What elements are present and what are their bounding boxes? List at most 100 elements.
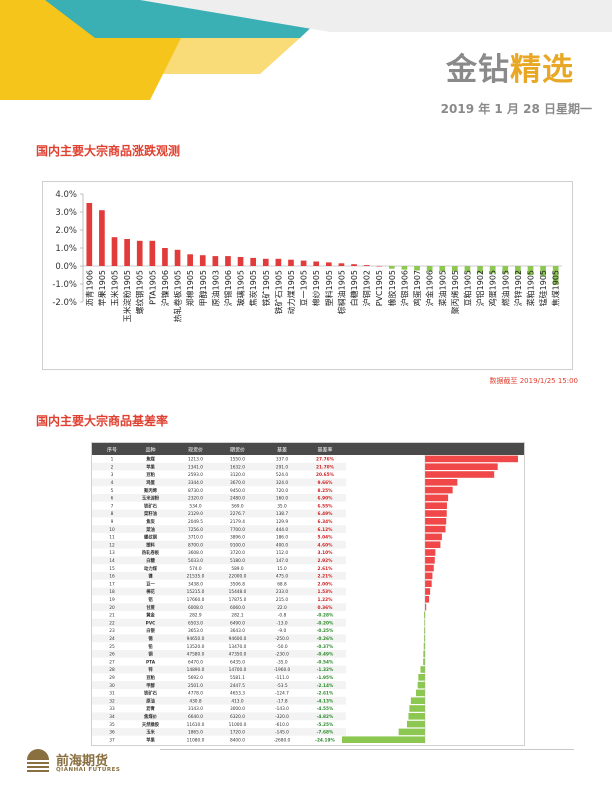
table-cell: 1 — [111, 457, 114, 463]
table-cell: -17.8 — [276, 698, 287, 704]
x-tick-label: 聚丙烯1905 — [450, 270, 460, 314]
table-cell: 147.0 — [276, 558, 289, 564]
table-cell: 3.10% — [318, 550, 334, 556]
table-cell: 282.1 — [231, 613, 244, 619]
basis-bar — [425, 471, 495, 478]
table-cell: 138.7 — [276, 511, 289, 517]
table-cell: 2480.0 — [230, 496, 245, 502]
table-cell: -53.5 — [276, 683, 287, 689]
y-tick-label: -1.0% — [52, 280, 77, 290]
table-cell: 1.53% — [318, 589, 334, 595]
table-cell: 4.60% — [318, 542, 334, 548]
row-bg — [92, 540, 346, 549]
table-cell: 热轧卷板 — [142, 549, 160, 556]
row-bg — [92, 650, 346, 658]
table-cell: -320.0 — [275, 714, 289, 720]
table-cell: 6008.0 — [188, 605, 203, 611]
table-cell: 574.0 — [189, 566, 202, 572]
row-bg — [92, 696, 346, 705]
table-cell: 2.61% — [318, 566, 334, 572]
basis-bar — [425, 557, 435, 564]
x-tick-label: 沪镍1906 — [160, 270, 170, 306]
table-cell: 1720.0 — [230, 730, 245, 736]
bar — [376, 266, 383, 267]
table-cell: 8 — [111, 511, 114, 517]
table-cell: 6490.0 — [230, 620, 245, 626]
table-cell: 215.0 — [276, 597, 289, 603]
table-cell: 2.92% — [318, 558, 334, 564]
table-cell: 9 — [111, 519, 114, 525]
table-cell: 6060.0 — [230, 605, 245, 611]
x-tick-label: 沪铝1902 — [475, 270, 485, 306]
table-cell: 苹果 — [146, 736, 155, 743]
table-cell: 11610.0 — [187, 722, 205, 728]
bar — [351, 264, 357, 266]
table-cell: 13470.0 — [229, 644, 247, 650]
table-cell: 1865.0 — [188, 730, 203, 736]
section-title-price-change: 国内主要大宗商品涨跌观测 — [36, 144, 181, 158]
table-cell: 沥青 — [146, 705, 155, 712]
table-cell: 4653.3 — [230, 691, 245, 697]
basis-bar — [425, 494, 449, 502]
table-cell: 3643.0 — [230, 628, 245, 634]
table-cell: 8700.0 — [188, 542, 203, 548]
table-cell: 17875.0 — [229, 597, 247, 603]
table-cell: 720.0 — [276, 488, 289, 494]
x-tick-label: 甲醇1905 — [198, 270, 208, 306]
row-bg — [92, 462, 346, 471]
basis-bar — [425, 479, 458, 486]
table-cell: 0.36% — [318, 605, 334, 611]
x-tick-label: 郑棉1905 — [185, 270, 195, 306]
basis-bar — [423, 658, 425, 665]
table-cell: 160.0 — [276, 496, 289, 502]
table-cell: 8730.0 — [188, 488, 203, 494]
basis-bar — [398, 728, 425, 736]
basis-bar — [424, 635, 425, 642]
table-cell: -0.26% — [317, 636, 334, 642]
table-cell: PTA — [146, 659, 156, 665]
table-cell: -1960.0 — [274, 667, 291, 673]
table-cell: 29 — [109, 675, 115, 681]
basis-bar — [425, 463, 498, 470]
table-cell: 塑料 — [146, 541, 155, 548]
table-cell: 苹果 — [146, 463, 155, 470]
table-cell: 豆粕 — [146, 674, 155, 681]
table-cell: 8.25% — [318, 488, 334, 494]
x-tick-label: 豆粕1905 — [462, 270, 472, 306]
table-cell: 6.12% — [318, 527, 334, 533]
x-tick-label: 玉米淀粉1905 — [122, 270, 132, 322]
title-part1: 金钻 — [446, 52, 510, 88]
x-tick-label: PVC1905 — [375, 270, 384, 306]
table-cell: 233.0 — [276, 589, 289, 595]
table-cell: -0.28% — [317, 613, 334, 619]
bar — [199, 255, 206, 266]
bar — [452, 266, 458, 272]
bar — [502, 266, 509, 274]
section-title-basis-rate: 国内主要大宗商品基差率 — [36, 414, 169, 428]
row-bg — [92, 665, 346, 674]
table-cell: 2 — [111, 464, 114, 470]
column-header: 序号 — [107, 447, 117, 454]
basis-bar — [425, 486, 453, 494]
table-cell: 30 — [109, 683, 115, 689]
bar — [162, 248, 168, 266]
table-cell: -124.7 — [275, 691, 289, 697]
table-cell: 白糖 — [146, 557, 155, 564]
x-tick-label: 锰硅1905 — [538, 270, 548, 306]
basis-bar — [425, 580, 432, 587]
bar — [250, 257, 257, 266]
x-tick-label: 鸡蛋1905 — [488, 270, 498, 306]
bar — [86, 203, 93, 266]
x-tick-label: 沪铜1902 — [362, 270, 372, 306]
price-change-chart: 4.0% 3.0% 2.0% 1.0% 0.0% -1.0% -2.0% 沥青1906 苹果19… — [42, 181, 573, 370]
table-cell: 20 — [109, 605, 115, 611]
x-tick-label: 苹果1905 — [97, 270, 107, 306]
table-cell: 6.55% — [318, 503, 334, 509]
table-cell: -9.0 — [278, 628, 287, 634]
table-cell: 8400.0 — [230, 737, 245, 743]
row-bg — [92, 587, 346, 596]
basis-bar — [408, 713, 425, 720]
table-cell: 铅 — [147, 643, 153, 650]
table-cell: 524.0 — [276, 472, 289, 478]
table-cell: 铝 — [148, 596, 153, 603]
